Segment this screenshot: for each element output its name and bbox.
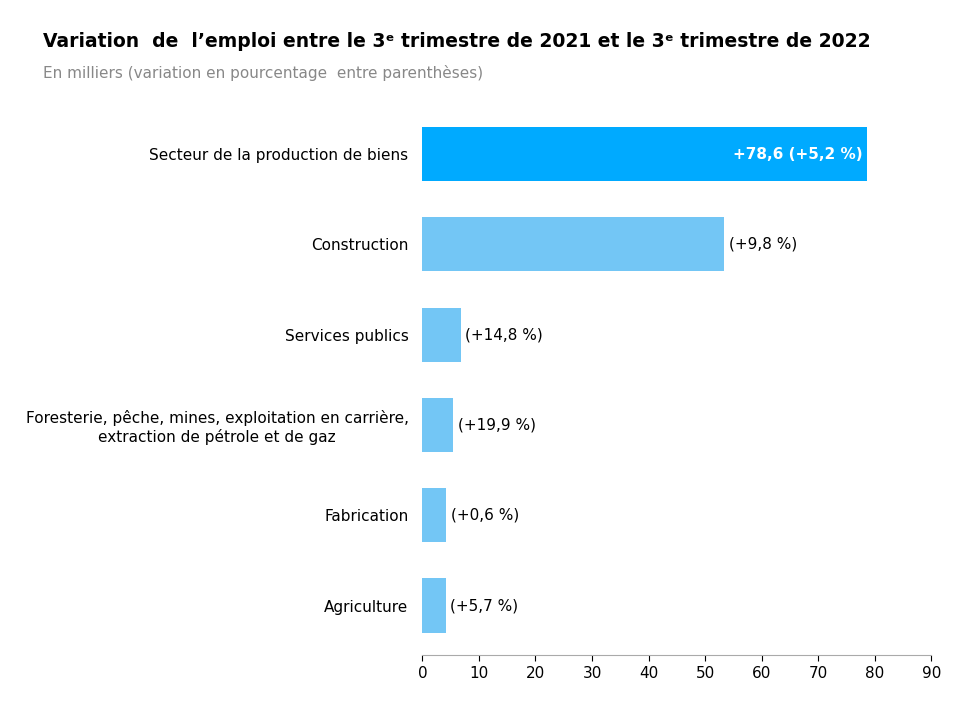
Bar [422,398,453,452]
Text: (+9,8 %): (+9,8 %) [729,237,797,252]
Bar [422,217,724,271]
Text: Variation  de  l’emploi entre le 3ᵉ trimestre de 2021 et le 3ᵉ trimestre de 2022: Variation de l’emploi entre le 3ᵉ trimes… [43,32,871,51]
Text: (+14,8 %): (+14,8 %) [466,327,543,342]
Bar [422,578,445,633]
Text: +78,6 (+5,2 %): +78,6 (+5,2 %) [732,147,862,161]
Text: En milliers (variation en pourcentage  entre parenthèses): En milliers (variation en pourcentage en… [43,65,483,81]
Text: (+5,7 %): (+5,7 %) [450,598,518,613]
Bar [422,307,461,361]
Bar [422,127,867,181]
Text: (+0,6 %): (+0,6 %) [450,508,519,523]
Text: (+19,9 %): (+19,9 %) [458,418,536,433]
Bar [422,488,446,542]
